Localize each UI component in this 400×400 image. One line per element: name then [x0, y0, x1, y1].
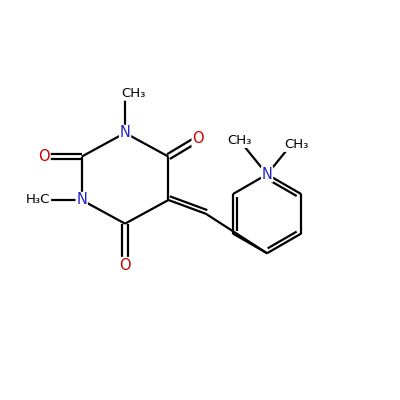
Text: O: O	[119, 258, 131, 272]
Text: CH₃: CH₃	[284, 138, 309, 151]
Text: H₃C: H₃C	[26, 194, 50, 206]
Text: CH₃: CH₃	[121, 87, 145, 100]
Text: N: N	[262, 167, 272, 182]
Text: O: O	[192, 131, 204, 146]
Text: N: N	[76, 192, 87, 208]
Text: CH₃: CH₃	[227, 134, 252, 147]
Text: N: N	[120, 126, 130, 140]
Text: O: O	[38, 149, 50, 164]
